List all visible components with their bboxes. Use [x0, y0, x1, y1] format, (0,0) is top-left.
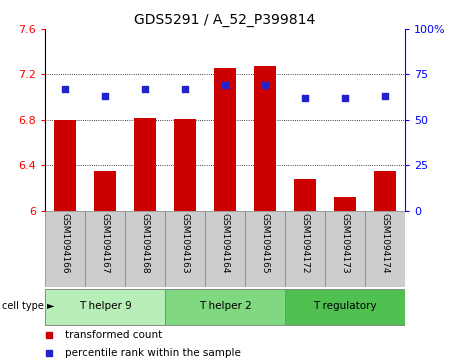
- Text: percentile rank within the sample: percentile rank within the sample: [65, 348, 241, 358]
- Text: GSM1094163: GSM1094163: [180, 213, 189, 273]
- Bar: [45, 211, 85, 287]
- Point: [61, 86, 68, 92]
- Bar: [294, 179, 316, 211]
- Bar: [174, 119, 196, 211]
- Bar: [134, 118, 156, 211]
- Point: [141, 86, 149, 92]
- Text: GSM1094164: GSM1094164: [220, 213, 230, 273]
- Bar: [165, 289, 285, 325]
- Point: [221, 82, 229, 88]
- Text: transformed count: transformed count: [65, 330, 162, 340]
- Bar: [205, 211, 245, 287]
- Bar: [45, 289, 165, 325]
- Text: T helper 2: T helper 2: [198, 301, 252, 311]
- Bar: [365, 211, 405, 287]
- Point: [181, 86, 189, 92]
- Bar: [54, 120, 76, 211]
- Text: T regulatory: T regulatory: [313, 301, 377, 311]
- Bar: [334, 197, 356, 211]
- Bar: [285, 211, 325, 287]
- Bar: [94, 171, 116, 211]
- Bar: [325, 211, 365, 287]
- Bar: [165, 211, 205, 287]
- Bar: [374, 171, 396, 211]
- Text: cell type ►: cell type ►: [2, 301, 55, 311]
- Point: [342, 95, 349, 101]
- Point: [302, 95, 309, 101]
- Point: [261, 82, 269, 88]
- Text: GSM1094166: GSM1094166: [60, 213, 69, 273]
- Bar: [254, 66, 276, 211]
- Bar: [245, 211, 285, 287]
- Point: [382, 93, 389, 99]
- Text: GSM1094168: GSM1094168: [140, 213, 149, 273]
- Text: GSM1094174: GSM1094174: [381, 213, 390, 273]
- Bar: [85, 211, 125, 287]
- Text: GSM1094172: GSM1094172: [301, 213, 310, 273]
- Text: GSM1094165: GSM1094165: [261, 213, 270, 273]
- Bar: [125, 211, 165, 287]
- Text: GSM1094173: GSM1094173: [341, 213, 350, 273]
- Bar: [285, 289, 405, 325]
- Point: [101, 93, 108, 99]
- Bar: [214, 68, 236, 211]
- Text: GSM1094167: GSM1094167: [100, 213, 109, 273]
- Text: T helper 9: T helper 9: [79, 301, 131, 311]
- Title: GDS5291 / A_52_P399814: GDS5291 / A_52_P399814: [135, 13, 315, 26]
